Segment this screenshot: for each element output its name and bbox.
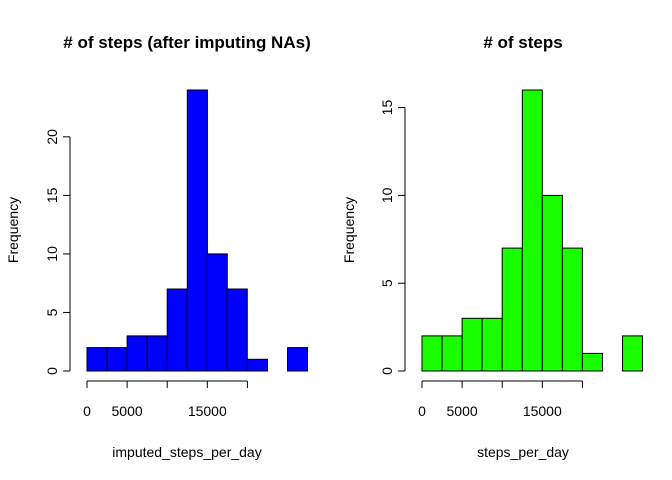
right-x-axis-label: steps_per_day	[477, 444, 569, 460]
right-x-axis: 0 5000 15000	[418, 380, 583, 419]
left-x-axis-label: imputed_steps_per_day	[112, 444, 261, 460]
right-y-axis-label: Frequency	[341, 197, 357, 263]
x-tick-label: 15000	[188, 403, 227, 419]
histogram-bar	[126, 335, 148, 372]
histogram-bar	[246, 358, 268, 372]
y-tick-label: 20	[44, 129, 60, 145]
histogram-bar	[561, 247, 583, 372]
right-chart-title: # of steps	[483, 33, 562, 52]
histogram-bar	[521, 89, 543, 372]
left-y-axis: 0 5 10 15 20	[44, 129, 71, 375]
histogram-bar	[106, 347, 128, 372]
histogram-bar	[461, 317, 483, 372]
y-tick-label: 10	[44, 246, 60, 262]
x-tick-label: 15000	[523, 403, 562, 419]
histogram-bar	[166, 288, 188, 372]
histogram-bar	[441, 335, 463, 372]
histogram-bar	[481, 317, 503, 372]
right-histogram: # of steps 0 5000 15000 0 5 10 15 steps_per_d…	[341, 33, 643, 460]
right-bars	[421, 89, 643, 372]
y-tick-label: 5	[44, 308, 60, 316]
y-tick-label: 0	[379, 367, 395, 375]
y-tick-label: 15	[379, 100, 395, 116]
histogram-bar	[146, 335, 168, 372]
left-x-axis: 0 5000 15000	[83, 380, 248, 419]
right-y-axis: 0 5 10 15	[379, 100, 406, 375]
histogram-bar	[541, 194, 563, 372]
left-chart-title: # of steps (after imputing NAs)	[63, 33, 310, 52]
x-tick-label: 5000	[112, 403, 143, 419]
histogram-bar	[226, 288, 248, 372]
histogram-bar	[501, 247, 523, 372]
left-y-axis-label: Frequency	[5, 197, 21, 263]
histogram-bar	[421, 335, 443, 372]
histogram-bar	[86, 347, 108, 372]
x-tick-label: 5000	[447, 403, 478, 419]
y-tick-label: 0	[44, 367, 60, 375]
histogram-bar	[622, 335, 643, 372]
y-tick-label: 10	[379, 187, 395, 203]
y-tick-label: 5	[379, 279, 395, 287]
histogram-bar	[206, 253, 228, 372]
left-bars	[86, 89, 308, 372]
histogram-bar	[581, 352, 604, 372]
histogram-bar	[287, 347, 308, 372]
histogram-bar	[186, 89, 208, 372]
left-histogram: # of steps (after imputing NAs) 0 5000 150…	[5, 33, 311, 460]
x-tick-label: 0	[83, 403, 91, 419]
x-tick-label: 0	[418, 403, 426, 419]
y-tick-label: 15	[44, 187, 60, 203]
